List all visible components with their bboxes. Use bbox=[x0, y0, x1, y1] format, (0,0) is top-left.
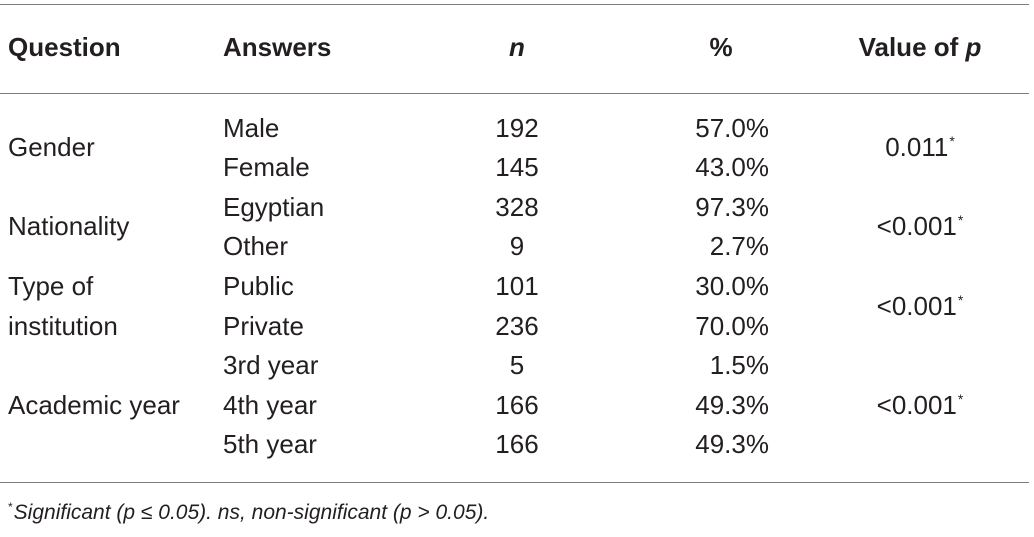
header-p-value-var: p bbox=[965, 32, 982, 62]
percent-cell: 97.3% bbox=[695, 192, 769, 222]
header-p-value: Value of p bbox=[820, 32, 1020, 62]
percent-cell: 43.0% bbox=[695, 152, 769, 182]
answer-cell: Female bbox=[223, 152, 310, 182]
n-cell: 192 bbox=[495, 113, 539, 143]
percent-cell: 49.3% bbox=[695, 390, 769, 420]
n-cell: 236 bbox=[495, 311, 539, 341]
p-value-text: <0.001 bbox=[876, 390, 957, 420]
percent-cell: 57.0% bbox=[695, 113, 769, 143]
question-nationality: Nationality bbox=[8, 211, 130, 241]
percent-cell: 49.3% bbox=[695, 429, 769, 459]
p-value-text: <0.001 bbox=[876, 291, 957, 321]
header-percent: % bbox=[709, 32, 733, 62]
question-type-line2: institution bbox=[8, 311, 118, 341]
n-cell: 166 bbox=[495, 429, 539, 459]
n-cell: 101 bbox=[495, 271, 539, 301]
n-cell: 145 bbox=[495, 152, 539, 182]
p-value-institution: <0.001* bbox=[820, 291, 1020, 325]
percent-cell: 70.0% bbox=[695, 311, 769, 341]
answer-cell: Egyptian bbox=[223, 192, 325, 222]
table-header-rule bbox=[0, 93, 1029, 94]
significance-mark: * bbox=[949, 133, 955, 149]
table-bottom-rule bbox=[0, 482, 1029, 483]
answer-cell: Other bbox=[223, 231, 289, 261]
header-p-value-prefix: Value of bbox=[858, 32, 966, 62]
p-value-gender: 0.011* bbox=[820, 132, 1020, 166]
p-value-text: <0.001 bbox=[876, 211, 957, 241]
significance-mark: * bbox=[957, 391, 964, 407]
answer-cell: Male bbox=[223, 113, 280, 143]
question-academic-year: Academic year bbox=[8, 390, 180, 420]
answer-cell: Public bbox=[223, 271, 294, 301]
footnote-mark: * bbox=[8, 500, 13, 514]
header-answers: Answers bbox=[223, 32, 332, 62]
significance-mark: * bbox=[957, 212, 964, 228]
question-type-line1: Type of bbox=[8, 271, 94, 301]
percent-cell: 1.5% bbox=[709, 350, 769, 380]
answer-cell: 5th year bbox=[223, 429, 317, 459]
percent-cell: 30.0% bbox=[695, 271, 769, 301]
n-cell: 166 bbox=[495, 390, 539, 420]
n-cell: 5 bbox=[509, 350, 525, 380]
table-footnote: *Significant (p ≤ 0.05). ns, non-signifi… bbox=[8, 500, 489, 528]
p-value-nationality: <0.001* bbox=[820, 211, 1020, 245]
question-gender: Gender bbox=[8, 132, 95, 162]
header-question: Question bbox=[8, 32, 121, 62]
p-value-text: 0.011 bbox=[885, 132, 949, 162]
answer-cell: Private bbox=[223, 311, 304, 341]
n-cell: 9 bbox=[509, 231, 525, 261]
percent-cell: 2.7% bbox=[709, 231, 769, 261]
table-top-rule bbox=[0, 4, 1029, 5]
significance-mark: * bbox=[957, 292, 964, 308]
n-cell: 328 bbox=[495, 192, 539, 222]
p-value-academic-year: <0.001* bbox=[820, 390, 1020, 424]
answer-cell: 3rd year bbox=[223, 350, 319, 380]
header-n: n bbox=[509, 32, 525, 62]
answer-cell: 4th year bbox=[223, 390, 317, 420]
footnote-text: Significant (p ≤ 0.05). ns, non-signific… bbox=[13, 501, 490, 524]
